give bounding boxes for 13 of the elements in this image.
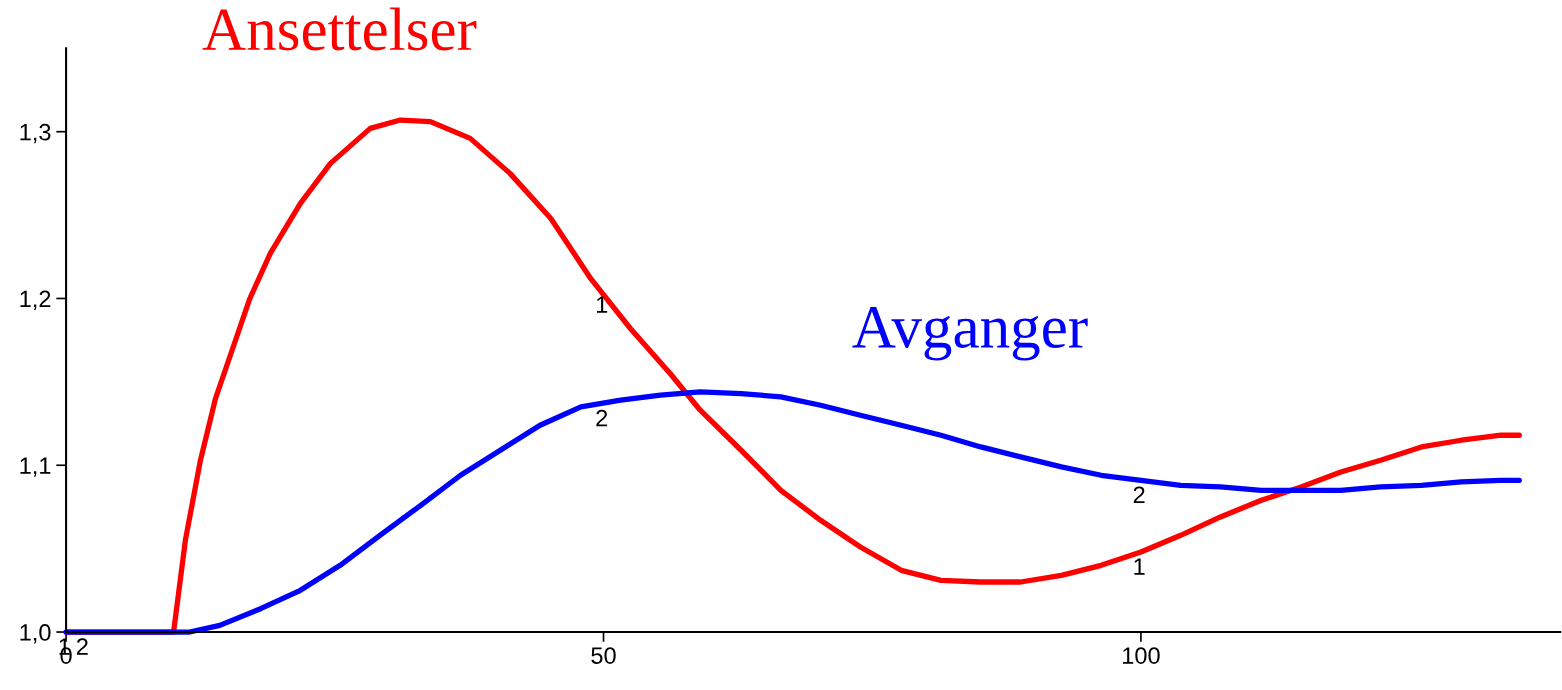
annotation: 1 — [1134, 558, 1145, 575]
annotation: 2 — [76, 638, 88, 655]
x-tick-label: 50 — [591, 647, 616, 664]
annotation: 1 — [596, 296, 608, 313]
x-tick-label: 100 — [1123, 647, 1160, 664]
y-tick-label: 1,3 — [20, 123, 51, 144]
annotation: 2 — [1133, 486, 1145, 503]
y-tick-label: 1,2 — [20, 290, 51, 311]
annotation: 2 — [596, 409, 608, 427]
y-tick-label: 1,0 — [20, 624, 51, 644]
y-tick-label: 1,1 — [20, 457, 51, 477]
series-label: Avganger — [852, 307, 1088, 361]
series-label: Ansettelser — [202, 7, 477, 51]
